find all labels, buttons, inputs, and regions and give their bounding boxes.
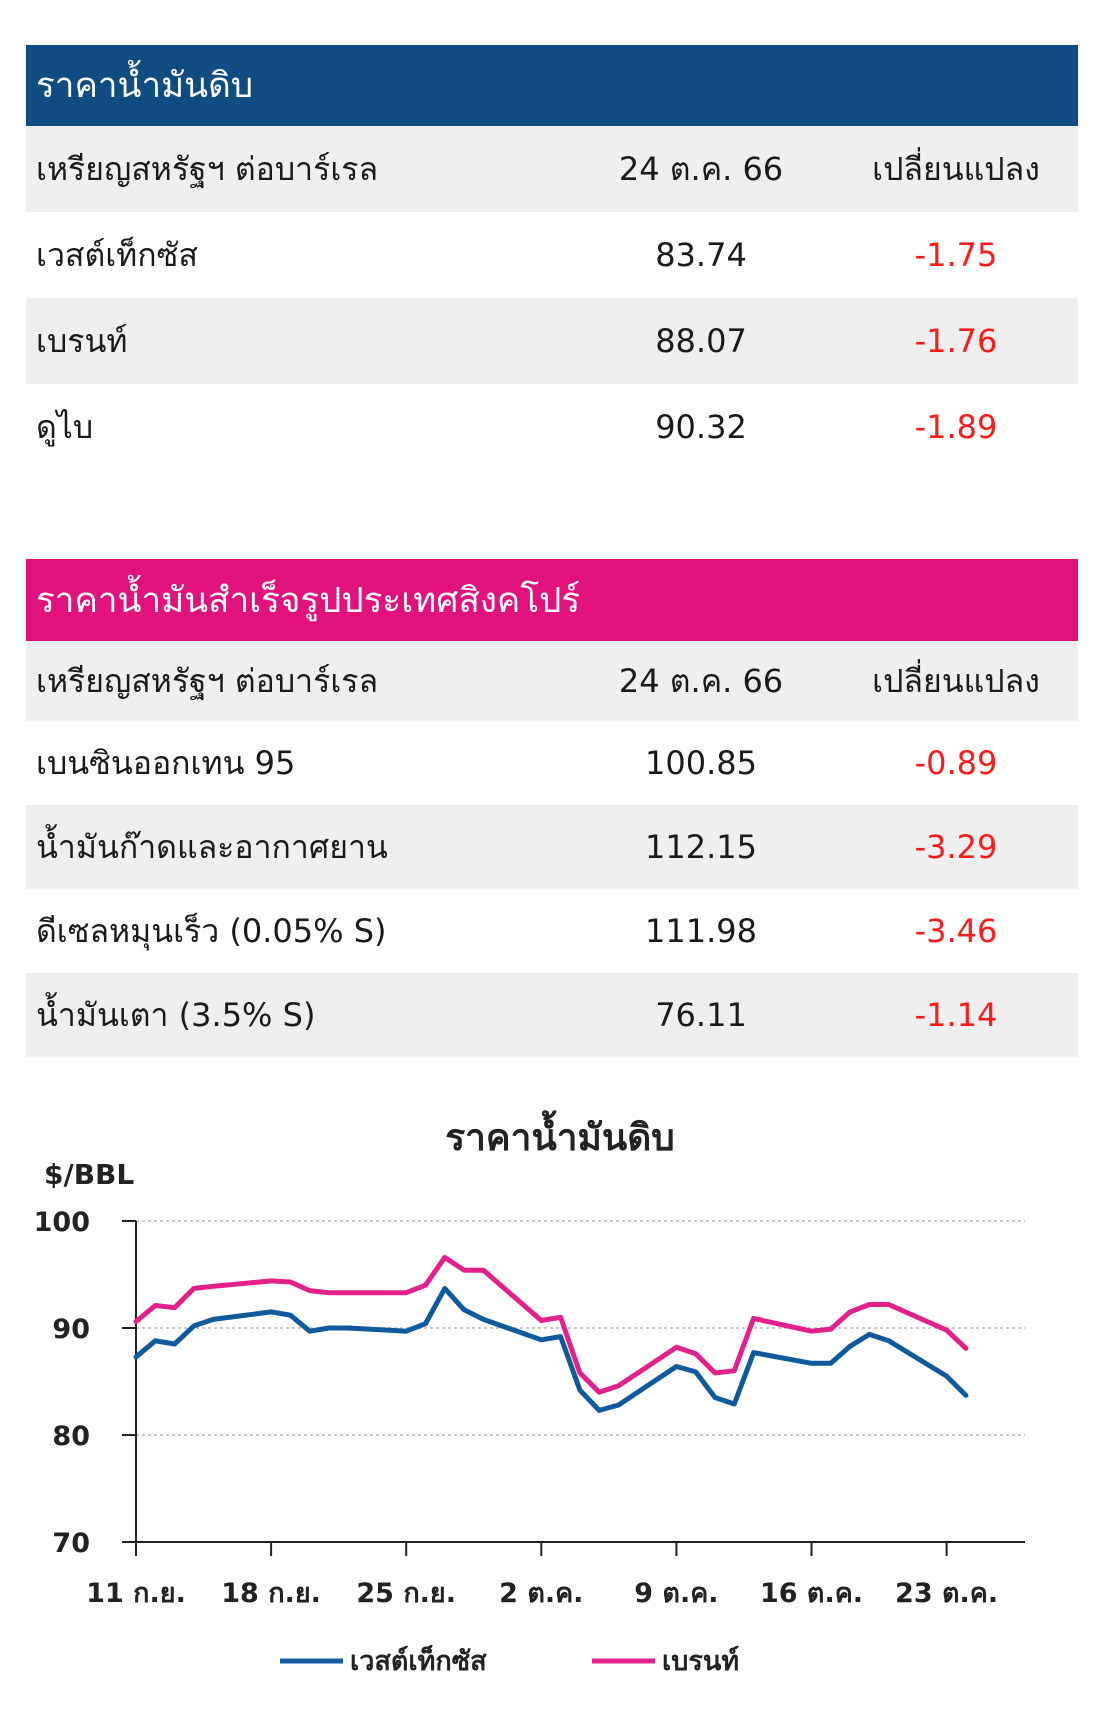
x-tick-label: 23 ต.ค.	[895, 1578, 998, 1609]
table-row: เบนซินออกเทน 95 100.85 -0.89	[26, 721, 1078, 805]
chart-series	[133, 1254, 969, 1413]
wti-series-line	[133, 1285, 969, 1413]
row-change: -1.75	[914, 236, 998, 274]
row-change: -1.14	[914, 996, 998, 1034]
row-price: 88.07	[655, 322, 747, 360]
column-header-unit: เหรียญสหรัฐฯ ต่อบาร์เรล	[36, 661, 379, 700]
chart-title: ราคาน้ำมันดิบ	[445, 1110, 674, 1159]
row-price: 83.74	[655, 236, 747, 274]
column-header-date: 24 ต.ค. 66	[618, 149, 784, 188]
x-tick-labels: 11 ก.ย. 18 ก.ย. 25 ก.ย. 2 ต.ค. 9 ต.ค. 16 ต.ค.…	[86, 1578, 998, 1609]
chart-axes	[122, 1220, 1025, 1556]
x-tick-label: 2 ต.ค.	[499, 1578, 583, 1609]
crude-oil-table-title: ราคาน้ำมันดิบ	[26, 45, 1078, 126]
row-price: 112.15	[645, 828, 757, 866]
row-name: เบนซินออกเทน 95	[36, 743, 296, 782]
row-name: เบรนท์	[36, 321, 128, 360]
column-header-unit: เหรียญสหรัฐฯ ต่อบาร์เรล	[36, 149, 379, 188]
table-row: น้ำมันเตา (3.5% S) 76.11 -1.14	[26, 973, 1078, 1057]
crude-oil-table: ราคาน้ำมันดิบ เหรียญสหรัฐฯ ต่อบาร์เรล 24…	[26, 45, 1078, 470]
row-price: 76.11	[655, 996, 747, 1034]
y-axis-unit-label: $/BBL	[44, 1158, 134, 1191]
row-change: -0.89	[914, 744, 998, 782]
row-price: 111.98	[645, 912, 757, 950]
y-tick-label: 90	[52, 1314, 90, 1345]
table-row: น้ำมันก๊าดและอากาศยาน 112.15 -3.29	[26, 805, 1078, 889]
y-tick-label: 70	[52, 1528, 90, 1559]
row-name: ดูไบ	[36, 407, 94, 446]
row-change: -3.46	[914, 912, 998, 950]
refined-oil-column-header: เหรียญสหรัฐฯ ต่อบาร์เรล 24 ต.ค. 66 เปลี่…	[26, 641, 1078, 721]
refined-oil-table-title: ราคาน้ำมันสำเร็จรูปประเทศสิงคโปร์	[26, 559, 1078, 641]
table-row: ดูไบ 90.32 -1.89	[26, 384, 1078, 470]
x-tick-label: 25 ก.ย.	[356, 1578, 456, 1609]
crude-oil-column-header: เหรียญสหรัฐฯ ต่อบาร์เรล 24 ต.ค. 66 เปลี่…	[26, 126, 1078, 212]
table-row: เบรนท์ 88.07 -1.76	[26, 298, 1078, 384]
crude-oil-price-chart: ราคาน้ำมันดิบ $/BBL 70 80 90 100 11 ก.ย. 18 …	[34, 1110, 1025, 1677]
column-header-date: 24 ต.ค. 66	[618, 661, 784, 700]
row-name: น้ำมันก๊าดและอากาศยาน	[36, 827, 388, 866]
y-tick-label: 100	[34, 1207, 90, 1238]
y-tick-labels: 70 80 90 100	[34, 1207, 90, 1559]
y-tick-label: 80	[52, 1421, 90, 1452]
row-name: น้ำมันเตา (3.5% S)	[36, 995, 316, 1034]
refined-oil-table: ราคาน้ำมันสำเร็จรูปประเทศสิงคโปร์ เหรียญ…	[26, 559, 1078, 1057]
legend-label: เวสต์เท็กซัส	[350, 1643, 487, 1677]
column-header-change: เปลี่ยนแปลง	[872, 661, 1040, 700]
x-tick-label: 18 ก.ย.	[221, 1578, 321, 1609]
x-tick-label: 11 ก.ย.	[86, 1578, 186, 1609]
table-row: ดีเซลหมุนเร็ว (0.05% S) 111.98 -3.46	[26, 889, 1078, 973]
row-change: -1.76	[914, 322, 998, 360]
brent-series-line	[133, 1254, 969, 1395]
chart-legend: เวสต์เท็กซัส เบรนท์	[280, 1643, 739, 1677]
row-price: 90.32	[655, 408, 747, 446]
grid-lines	[136, 1220, 1025, 1436]
x-tick-label: 16 ต.ค.	[760, 1578, 863, 1609]
row-name: ดีเซลหมุนเร็ว (0.05% S)	[36, 911, 387, 950]
x-tick-label: 9 ต.ค.	[634, 1578, 718, 1609]
table-row: เวสต์เท็กซัส 83.74 -1.75	[26, 212, 1078, 298]
row-change: -1.89	[914, 408, 998, 446]
row-name: เวสต์เท็กซัส	[36, 235, 198, 274]
legend-label: เบรนท์	[662, 1645, 739, 1677]
column-header-change: เปลี่ยนแปลง	[872, 149, 1040, 188]
row-price: 100.85	[645, 744, 757, 782]
row-change: -3.29	[914, 828, 998, 866]
